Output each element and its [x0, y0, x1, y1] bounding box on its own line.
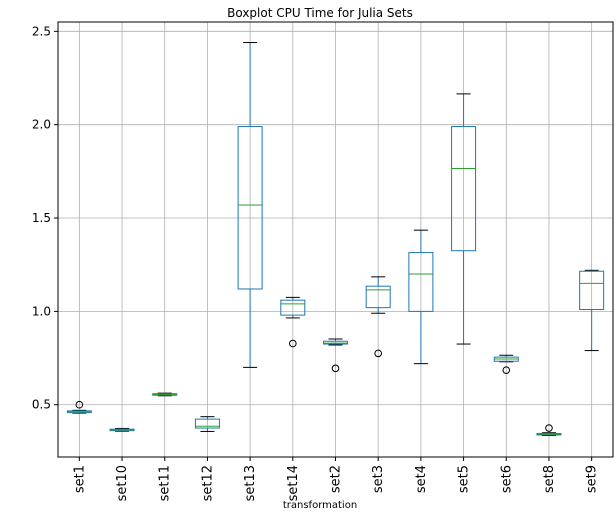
box-set9: [579, 269, 605, 352]
x-tick-label: set3: [371, 465, 386, 493]
box-set2: [323, 338, 348, 373]
x-tick-label: set4: [414, 465, 429, 493]
box-set14: [280, 296, 306, 348]
x-tick-label: set13: [243, 465, 258, 501]
box-set8: [536, 424, 562, 437]
x-tick-label: set11: [158, 465, 173, 501]
box-body: [365, 285, 391, 309]
outlier-point: [289, 339, 297, 348]
x-axis-ticks: set1 set10 set11 set12 set13 set14 set2 set3 set…: [72, 457, 600, 501]
x-tick-label: set6: [499, 465, 514, 493]
y-tick-label: 1.5: [32, 211, 51, 225]
x-tick-label: set2: [329, 465, 344, 493]
box-set4: [408, 229, 434, 365]
box-set1: [66, 400, 92, 414]
x-tick-label: set12: [200, 465, 215, 501]
box-set11: [152, 392, 178, 397]
box-set12: [194, 416, 220, 432]
chart-title: Boxplot CPU Time for Julia Sets: [227, 6, 413, 20]
box-layer: [66, 42, 605, 437]
y-tick-label: 2.5: [32, 24, 51, 38]
box-set13: [237, 42, 263, 368]
x-tick-label: set10: [115, 465, 130, 501]
box-body: [579, 270, 605, 311]
x-tick-label: set14: [286, 465, 301, 501]
box-set3: [365, 276, 391, 358]
outlier-point: [75, 400, 84, 409]
box-body: [194, 418, 220, 429]
x-tick-label: set1: [72, 465, 87, 493]
x-tick-label: set8: [542, 465, 557, 493]
outlier-point: [374, 349, 382, 358]
box-set5: [451, 93, 477, 345]
y-tick-label: 1.0: [32, 304, 51, 318]
box-body: [451, 126, 477, 252]
outlier-point: [502, 366, 511, 374]
y-tick-label: 0.5: [32, 398, 51, 412]
y-tick-label: 2.0: [32, 118, 51, 132]
box-body: [237, 126, 263, 290]
x-axis-label: transformation: [283, 500, 357, 511]
x-tick-label: set5: [457, 465, 472, 493]
y-axis-ticks: 0.5 1.0 1.5 2.0 2.5: [32, 24, 58, 412]
box-body: [280, 299, 306, 316]
box-set10: [109, 427, 135, 432]
box-set6: [493, 354, 519, 374]
box-body: [408, 252, 434, 312]
outlier-point: [545, 424, 553, 432]
outlier-point: [331, 364, 340, 373]
x-tick-label: set9: [585, 465, 600, 493]
